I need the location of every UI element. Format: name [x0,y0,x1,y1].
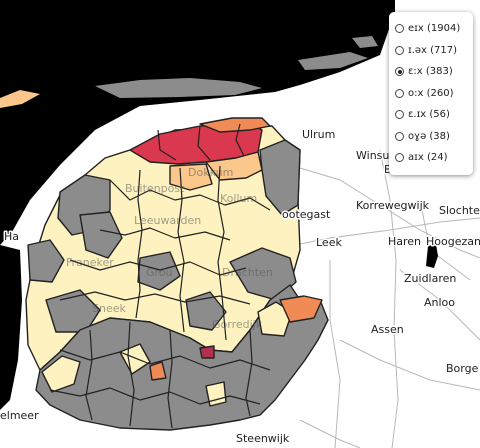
region-low [41,355,81,393]
choropleth-regions [25,117,329,431]
region-no-data [27,239,65,283]
place-labels: Ulrum Winsum B Korrewegwijk Slochte oote… [0,127,480,447]
legend-option[interactable]: o:x (260) [395,83,469,105]
place-label-grootegast: ootegast [282,208,331,221]
region-high [199,117,271,133]
region-highest [199,345,215,359]
place-label-faded: Buitenpost [125,182,185,195]
region-low [119,343,151,375]
legend-option-label: ɛ.ɪx (56) [408,109,450,121]
radio-icon[interactable] [395,24,404,34]
radio-icon[interactable] [395,153,404,163]
legend-option[interactable]: ɛ:x (383) [395,61,469,83]
region-no-data [79,211,123,259]
place-label-steenwijk: Steenwijk [236,432,290,445]
legend-option-label: aɪx (24) [408,152,448,164]
legend-option[interactable]: aɪx (24) [395,147,469,169]
region-no-data [229,247,297,301]
island [0,90,40,108]
place-label-zuidlaren: Zuidlaren [404,272,456,285]
legend-option-label: ɛ:x (383) [408,66,453,78]
region-high [279,295,323,323]
sea-area-lower [0,245,22,410]
sea-area [0,0,395,245]
island [298,52,368,70]
place-label-korrewegwijk: Korrewegwijk [356,199,430,212]
radio-icon[interactable] [395,131,404,141]
legend-option-label: ɪ.əx (717) [408,44,458,56]
place-label-ulrum: Ulrum [302,128,335,141]
place-label-faded: Kollum [220,192,257,205]
legend-option[interactable]: oɣə (38) [395,126,469,148]
legend-option-label: oɣə (38) [408,130,450,142]
place-label-hoogezand: Hoogezan [426,235,480,248]
place-label-faded: Grou [146,266,173,279]
place-label-bedum: B [384,163,392,176]
legend-option-label: eɪx (1904) [408,23,461,35]
place-label-faded: Dokkum [188,166,233,179]
legend-option-label: o:x (260) [408,87,454,99]
layer-legend: eɪx (1904) ɪ.əx (717) ɛ:x (383) o:x (260… [389,12,473,175]
place-label-leek: Leek [316,236,342,249]
region-no-data [185,291,227,331]
place-label-faded: Gorredijk [212,318,263,331]
radio-icon[interactable] [395,45,404,55]
place-label-faded: Sneek [92,302,126,315]
region-no-data [259,139,301,216]
place-label-haren: Haren [388,235,421,248]
region-low [205,381,227,407]
region-low [257,301,293,337]
place-label-faded: Leeuwarden [134,214,201,227]
place-label-assen: Assen [371,323,404,336]
radio-icon[interactable] [395,88,404,98]
place-label-faded: Drachten [222,266,273,279]
place-label-anloo: Anloo [424,296,455,309]
legend-option[interactable]: ɛ.ɪx (56) [395,104,469,126]
roads [269,149,480,448]
radio-icon[interactable] [395,110,404,120]
radio-checked-icon[interactable] [395,67,404,77]
place-label-heerenveen: elmeer [0,409,39,422]
region-high [149,361,167,381]
island [95,78,262,98]
place-label-faded: Franeker [66,256,114,269]
region-no-data [45,289,101,333]
lake [426,244,438,268]
island [352,36,378,48]
legend-option[interactable]: ɪ.əx (717) [395,40,469,62]
place-label-borger: Borge [446,362,479,375]
place-label-slochteren: Slochte [439,204,480,217]
region-no-data [137,251,181,291]
region-no-data-south [35,284,329,431]
place-label-harlingen: Ha [4,230,19,243]
legend-option[interactable]: eɪx (1904) [395,18,469,40]
